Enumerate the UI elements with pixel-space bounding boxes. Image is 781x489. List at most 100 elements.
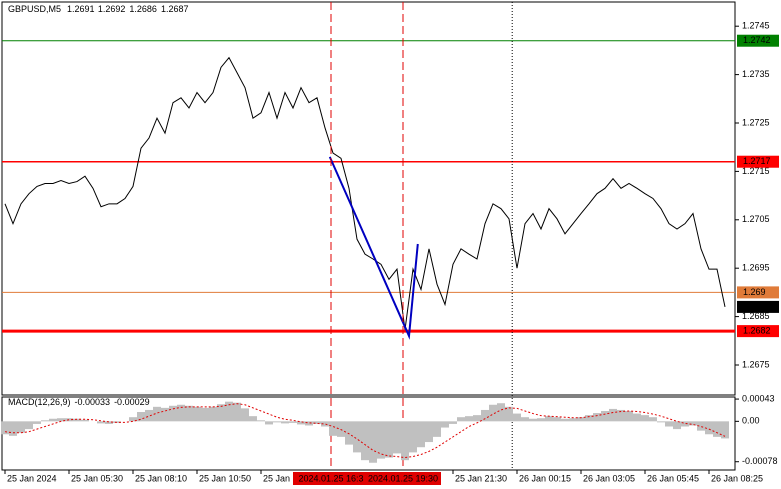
macd-bar [593, 413, 601, 422]
x-tick-label: 26 Jan 05:45 [647, 473, 699, 483]
macd-bar [249, 416, 257, 422]
macd-bar [609, 408, 617, 422]
current-price-box [737, 300, 779, 313]
macd-bar [57, 418, 65, 422]
macd-bar [129, 417, 137, 422]
macd-bar [585, 415, 593, 422]
macd-bar [665, 421, 673, 427]
macd-bar [649, 417, 657, 422]
macd-bar [17, 421, 25, 433]
macd-bar [425, 421, 433, 443]
macd-bar [41, 420, 49, 422]
level-label-box [737, 155, 779, 168]
macd-bar [409, 421, 417, 453]
signal-line [4, 403, 726, 459]
current-price-label: 1.2687 [743, 301, 771, 311]
vertical-line-label-box [293, 472, 369, 485]
macd-bar [401, 421, 409, 461]
macd-bar [417, 421, 425, 448]
level-label: 1.2682 [743, 325, 771, 335]
macd-bar [457, 417, 465, 422]
macd-bar [97, 421, 105, 424]
x-tick-label: 25 Jan 05:30 [71, 473, 123, 483]
y-tick-label: 1.2675 [742, 359, 770, 369]
macd-bar [521, 417, 529, 422]
macd-bar [625, 410, 633, 422]
price-line [4, 56, 726, 330]
macd-bar [113, 421, 121, 423]
macd-bar [217, 404, 225, 422]
macd-bar [329, 421, 337, 436]
macd-bar [393, 421, 401, 454]
macd-bar [185, 405, 193, 422]
macd-bar [617, 409, 625, 422]
macd-bar [385, 421, 393, 458]
level-label-box [737, 34, 779, 47]
macd-bar [441, 421, 449, 428]
macd-bar [177, 404, 185, 422]
level-label: 1.2717 [743, 156, 771, 166]
macd-bar [721, 421, 729, 439]
macd-bar [489, 404, 497, 422]
macd-bar [545, 416, 553, 422]
macd-bar [641, 415, 649, 422]
macd-bar [473, 415, 481, 422]
y-tick-label: 1.2705 [742, 214, 770, 224]
macd-bar [153, 406, 161, 422]
macd-bar [505, 406, 513, 422]
macd-bar [25, 421, 33, 430]
vertical-line-label-box [365, 472, 441, 485]
x-tick-label: 25 Jan 21:30 [455, 473, 507, 483]
macd-bar [561, 418, 569, 422]
trend-line [328, 156, 419, 340]
macd-bar [305, 421, 313, 426]
macd-bar [193, 406, 201, 422]
macd-bar [33, 421, 41, 424]
macd-bar [681, 421, 689, 427]
macd-bar [553, 417, 561, 422]
y-tick-label: 0.00043 [742, 393, 775, 403]
y-tick-label: 1.2685 [742, 311, 770, 321]
macd-bar [9, 421, 17, 436]
symbol-title: GBPUSD,M5 [8, 4, 61, 14]
macd-bar [137, 412, 145, 422]
macd-bar [73, 418, 81, 422]
macd-bar [209, 406, 217, 422]
macd-bar [569, 418, 577, 422]
macd-bar [161, 407, 169, 422]
y-tick-label: 1.2695 [742, 263, 770, 273]
y-tick-label: 1.2735 [742, 69, 770, 79]
macd-bar [513, 413, 521, 422]
macd-bar [81, 419, 89, 422]
macd-title: MACD(12,26,9) [8, 397, 71, 407]
macd-readout: -0.00033 [75, 397, 111, 407]
macd-bar [297, 421, 305, 425]
macd-bar [433, 421, 441, 437]
macd-bar [105, 421, 113, 424]
macd-header: MACD(12,26,9) -0.00033 -0.00029 [8, 397, 150, 407]
x-tick-label: 25 Jan 08:10 [135, 473, 187, 483]
vertical-line-label: 2024.01.25 19:30 [368, 473, 438, 483]
x-tick-label: 26 Jan 00:15 [519, 473, 571, 483]
macd-bar [1, 421, 9, 435]
y-tick-label: 0.00 [742, 416, 760, 426]
price-panel [1, 1, 736, 396]
macd-bar [529, 418, 537, 422]
ohlc-value: 1.2691 [67, 4, 95, 14]
macd-bar [449, 421, 457, 424]
y-tick-label: 1.2715 [742, 166, 770, 176]
macd-bar [369, 421, 377, 463]
chart-header: GBPUSD,M5 1.2691 1.2692 1.2686 1.2687 [8, 4, 188, 14]
level-label: 1.269 [743, 287, 766, 297]
macd-bar [673, 421, 681, 430]
macd-bar [377, 421, 385, 459]
macd-bar [273, 421, 281, 423]
macd-readout: -0.00029 [114, 397, 150, 407]
macd-bar [465, 416, 473, 422]
macd-bar [201, 407, 209, 422]
ohlc-value: 1.2687 [161, 4, 189, 14]
macd-bar [481, 409, 489, 422]
macd-bar [225, 401, 233, 422]
level-label-box [737, 325, 779, 338]
